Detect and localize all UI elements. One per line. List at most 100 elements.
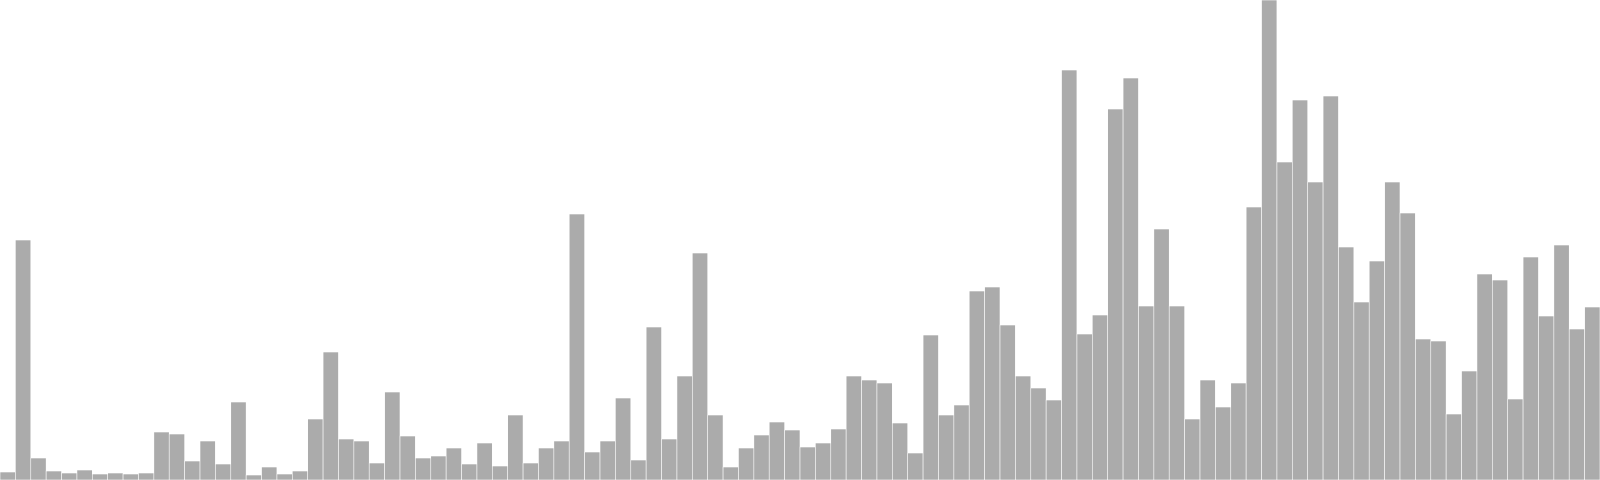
bar-22 xyxy=(338,438,355,480)
bar-16 xyxy=(245,474,262,480)
bar-63 xyxy=(968,290,985,480)
bar-56 xyxy=(861,379,878,480)
bar-89 xyxy=(1368,260,1385,480)
bar-52 xyxy=(799,446,816,480)
bar-35 xyxy=(538,447,555,480)
bar-49 xyxy=(753,434,770,480)
bar-98 xyxy=(1507,398,1524,480)
bar-61 xyxy=(938,414,955,480)
bar-78 xyxy=(1199,379,1216,480)
bar-83 xyxy=(1276,161,1293,480)
bar-43 xyxy=(661,438,678,480)
bar-44 xyxy=(676,375,693,480)
bar-40 xyxy=(615,397,632,480)
bar-2 xyxy=(30,457,47,480)
bar-31 xyxy=(476,442,493,480)
bar-46 xyxy=(707,414,724,480)
bar-79 xyxy=(1215,406,1232,480)
bar-26 xyxy=(399,435,416,480)
bar-10 xyxy=(153,431,170,480)
bar-90 xyxy=(1384,181,1401,480)
bar-92 xyxy=(1415,338,1432,480)
bar-93 xyxy=(1430,340,1447,480)
bar-37 xyxy=(568,213,585,480)
bar-20 xyxy=(307,418,324,480)
bar-67 xyxy=(1030,387,1047,480)
bar-91 xyxy=(1399,212,1416,480)
bar-103 xyxy=(1584,306,1600,480)
bar-100 xyxy=(1538,315,1555,480)
bar-94 xyxy=(1445,413,1462,480)
bar-50 xyxy=(768,421,785,480)
bar-19 xyxy=(292,470,308,480)
bar-7 xyxy=(107,472,124,480)
bar-55 xyxy=(845,375,862,480)
bar-29 xyxy=(445,447,462,480)
bar-64 xyxy=(984,286,1001,480)
bar-59 xyxy=(907,452,924,480)
bar-18 xyxy=(276,473,293,480)
bar-54 xyxy=(830,428,847,480)
bar-66 xyxy=(1015,375,1032,480)
bar-68 xyxy=(1045,399,1062,480)
bar-74 xyxy=(1138,305,1155,480)
bar-76 xyxy=(1168,305,1185,480)
bar-88 xyxy=(1353,301,1370,480)
bar-53 xyxy=(815,442,832,480)
bar-102 xyxy=(1568,328,1585,480)
bar-58 xyxy=(892,422,908,480)
bar-28 xyxy=(430,455,447,480)
bar-3 xyxy=(45,470,62,480)
bar-97 xyxy=(1492,279,1508,480)
bar-6 xyxy=(92,473,108,480)
bar-51 xyxy=(784,429,801,480)
bar-5 xyxy=(76,469,93,480)
bar-24 xyxy=(368,462,385,480)
bar-21 xyxy=(322,351,339,480)
bar-17 xyxy=(261,466,278,480)
bar-30 xyxy=(461,463,478,480)
bar-96 xyxy=(1476,273,1493,480)
bar-71 xyxy=(1092,314,1108,480)
bar-4 xyxy=(61,472,78,480)
bar-87 xyxy=(1338,246,1355,480)
bar-23 xyxy=(353,440,370,480)
bar-82 xyxy=(1261,0,1278,480)
bar-12 xyxy=(184,460,201,480)
bar-1 xyxy=(15,239,32,480)
bar-85 xyxy=(1307,181,1324,480)
bar-65 xyxy=(999,324,1016,480)
bar-41 xyxy=(630,459,647,480)
bar-8 xyxy=(122,473,139,480)
bar-36 xyxy=(553,440,570,480)
bar-72 xyxy=(1107,108,1124,480)
bar-75 xyxy=(1153,228,1170,480)
bar-47 xyxy=(722,466,739,480)
bar-99 xyxy=(1522,256,1539,480)
bar-15 xyxy=(230,401,247,480)
bar-0 xyxy=(0,471,16,480)
bar-84 xyxy=(1292,99,1308,480)
bar-42 xyxy=(645,326,662,480)
bar-101 xyxy=(1553,244,1570,480)
bar-60 xyxy=(922,334,939,480)
bar-11 xyxy=(168,433,185,480)
bar-81 xyxy=(1245,206,1262,480)
bar-86 xyxy=(1322,95,1339,480)
bar-73 xyxy=(1122,77,1139,480)
bar-33 xyxy=(507,414,524,480)
bar-69 xyxy=(1061,69,1078,480)
bar-27 xyxy=(415,457,432,480)
bar-95 xyxy=(1461,370,1478,480)
bar-13 xyxy=(199,440,216,480)
bar-80 xyxy=(1230,382,1247,480)
bar-57 xyxy=(876,382,893,480)
bar-39 xyxy=(599,440,616,480)
bar-62 xyxy=(953,404,970,480)
bar-38 xyxy=(584,451,601,480)
bar-25 xyxy=(384,391,401,480)
bar-32 xyxy=(492,465,508,480)
bar-34 xyxy=(522,462,539,480)
